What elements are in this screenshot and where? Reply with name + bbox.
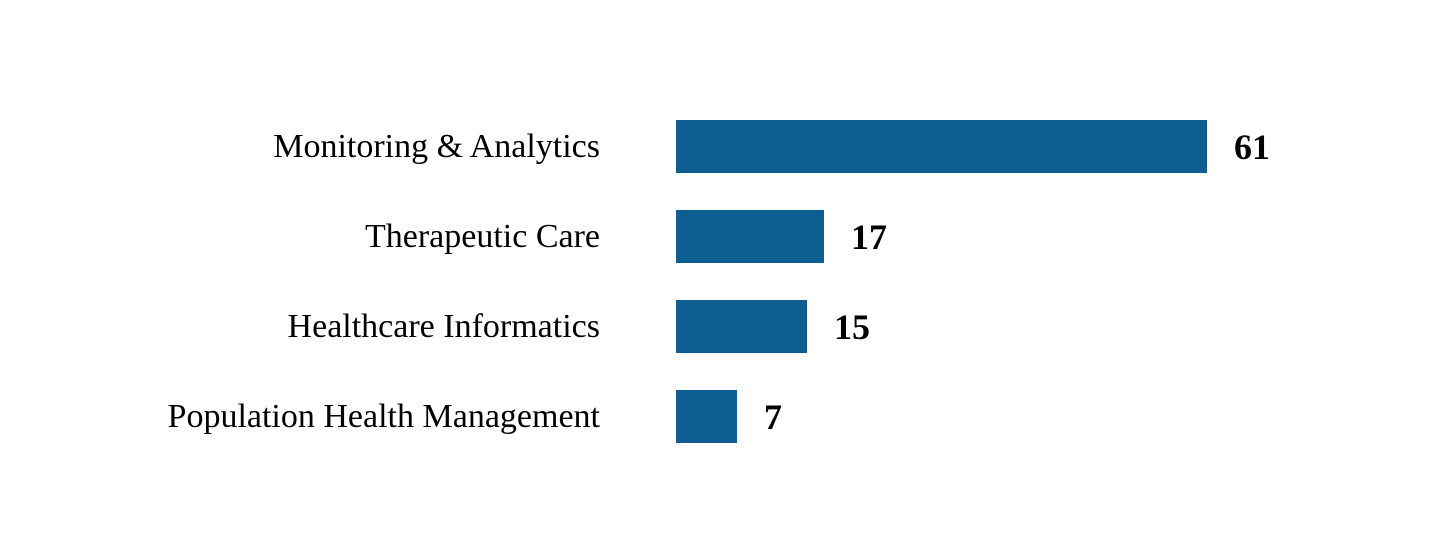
- category-label: Monitoring & Analytics: [273, 127, 600, 165]
- category-label: Therapeutic Care: [364, 217, 600, 255]
- value-label: 17: [851, 216, 887, 257]
- bar-and-value: 7: [676, 390, 782, 443]
- chart-row: Healthcare Informatics 15: [0, 300, 1270, 353]
- bar: [676, 210, 824, 263]
- bar: [676, 300, 807, 353]
- chart-row: Therapeutic Care 17: [0, 210, 1270, 263]
- value-label: 15: [834, 306, 870, 347]
- category-label: Healthcare Informatics: [287, 307, 600, 345]
- bar: [676, 390, 737, 443]
- bar-and-value: 61: [676, 120, 1270, 173]
- value-label: 7: [764, 396, 782, 437]
- chart-row: Population Health Management 7: [0, 390, 1270, 443]
- chart-row: Monitoring & Analytics 61: [0, 120, 1270, 173]
- category-label: Population Health Management: [167, 397, 600, 435]
- bar-and-value: 17: [676, 210, 887, 263]
- bar-chart-rows: Monitoring & Analytics 61 Therapeutic Care…: [0, 120, 1270, 443]
- bar: [676, 120, 1207, 173]
- value-label: 61: [1234, 126, 1270, 167]
- bar-and-value: 15: [676, 300, 870, 353]
